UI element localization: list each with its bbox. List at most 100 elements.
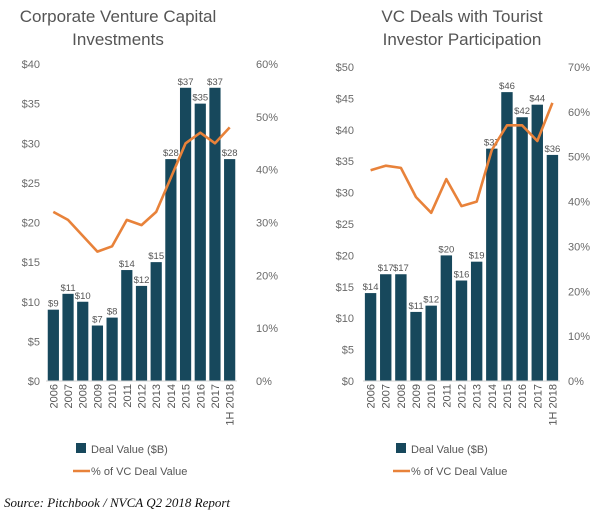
chart-title: Investor Participation xyxy=(383,30,542,49)
x-category-label: 2009 xyxy=(411,384,423,408)
x-category-label: 2013 xyxy=(151,384,163,408)
y-right-tick-label: 10% xyxy=(568,331,590,343)
y-left-tick-label: $30 xyxy=(22,138,40,150)
x-category-label: 2010 xyxy=(107,384,119,408)
y-right-tick-label: 60% xyxy=(568,107,590,119)
y-left-tick-label: $40 xyxy=(336,125,354,137)
x-category-label: 2014 xyxy=(166,384,178,408)
bar-data-label: $20 xyxy=(438,244,454,255)
legend-bar-swatch xyxy=(76,443,86,453)
bar-data-label: $8 xyxy=(107,307,118,318)
bar xyxy=(410,311,422,381)
percent-line-series xyxy=(370,102,554,215)
y-right-tick-label: 40% xyxy=(568,197,590,209)
bar-data-label: $9 xyxy=(48,299,59,310)
bar xyxy=(135,285,148,381)
bar xyxy=(224,159,236,381)
chart-title: VC Deals with Tourist xyxy=(381,7,543,26)
legend-line-label: % of VC Deal Value xyxy=(91,466,187,478)
bar xyxy=(194,103,206,381)
y-right-tick-label: 50% xyxy=(256,112,278,124)
bar-data-label: $14 xyxy=(363,282,379,293)
legend-line-label: % of VC Deal Value xyxy=(411,466,507,478)
bar-data-label: $11 xyxy=(408,301,423,312)
bar xyxy=(179,87,192,382)
chart-1: Corporate Venture Capital Investments $0 $5… xyxy=(20,7,279,478)
x-category-label: 2009 xyxy=(92,384,104,408)
bar-data-label: $17 xyxy=(378,263,394,274)
bar-data-label: $37 xyxy=(178,77,194,88)
bar xyxy=(486,148,498,381)
y-left-tick-label: $0 xyxy=(342,376,354,388)
bar xyxy=(395,274,407,381)
y-left-tick-label: $5 xyxy=(342,345,354,357)
bar xyxy=(425,305,437,381)
chart-figure: Corporate Venture Capital Investments $0 $5… xyxy=(20,7,591,478)
bar xyxy=(470,261,483,381)
bar-data-label: $10 xyxy=(75,291,91,302)
x-category-label: 2011 xyxy=(122,384,134,408)
y-left-tick-label: $40 xyxy=(22,59,40,71)
bar xyxy=(531,104,543,382)
x-category-label: 2007 xyxy=(381,384,393,408)
bar xyxy=(501,92,513,382)
bar-data-label: $12 xyxy=(134,275,150,286)
chart-2: VC Deals with Tourist Investor Participat… xyxy=(336,7,591,478)
y-left-tick-label: $25 xyxy=(22,178,40,190)
y-left-tick-label: $35 xyxy=(336,156,354,168)
legend-bar-swatch xyxy=(396,443,406,453)
chart-title: Investments xyxy=(72,30,164,49)
x-category-label: 1H 2018 xyxy=(547,384,559,426)
bar xyxy=(455,280,468,381)
bar-data-label: $19 xyxy=(469,251,485,262)
x-category-label: 2012 xyxy=(137,384,149,408)
y-left-tick-label: $15 xyxy=(336,282,354,294)
y-left-tick-label: $5 xyxy=(28,336,40,348)
y-right-tick-label: 60% xyxy=(256,59,278,71)
bar-data-label: $11 xyxy=(60,283,75,294)
x-category-label: 2007 xyxy=(63,384,75,408)
bar-data-label: $17 xyxy=(393,263,409,274)
y-left-tick-label: $20 xyxy=(336,250,354,262)
y-right-tick-label: 20% xyxy=(256,270,278,282)
x-category-label: 2006 xyxy=(366,384,378,408)
x-category-label: 2016 xyxy=(517,384,529,408)
bar xyxy=(91,325,104,381)
y-left-tick-label: $50 xyxy=(336,62,354,74)
y-right-tick-label: 30% xyxy=(568,241,590,253)
bar xyxy=(150,262,162,381)
y-left-tick-label: $15 xyxy=(22,257,40,269)
x-category-label: 2011 xyxy=(441,384,453,408)
bar-data-label: $44 xyxy=(529,94,545,105)
y-left-tick-label: $20 xyxy=(22,218,40,230)
bar-data-label: $37 xyxy=(207,77,223,88)
bar xyxy=(121,270,133,381)
x-category-label: 2015 xyxy=(502,384,514,408)
bar xyxy=(440,255,453,381)
y-right-tick-label: 10% xyxy=(256,323,278,335)
bar-data-label: $36 xyxy=(544,144,560,155)
y-left-tick-label: $10 xyxy=(22,297,40,309)
y-right-tick-label: 20% xyxy=(568,286,590,298)
x-category-label: 2008 xyxy=(78,384,90,408)
y-right-tick-label: 30% xyxy=(256,218,278,230)
chart-title: Corporate Venture Capital xyxy=(20,7,217,26)
y-right-tick-label: 50% xyxy=(568,152,590,164)
bar xyxy=(165,159,177,381)
bar-data-label: $28 xyxy=(222,148,238,159)
bar-data-label: $15 xyxy=(148,251,164,262)
legend-bar-label: Deal Value ($B) xyxy=(91,444,168,456)
bar xyxy=(62,293,74,381)
bar-data-label: $12 xyxy=(423,295,439,306)
bar xyxy=(380,274,392,381)
x-category-label: 2006 xyxy=(48,384,60,408)
x-category-label: 2010 xyxy=(426,384,438,408)
x-category-label: 2008 xyxy=(396,384,408,408)
x-category-label: 2016 xyxy=(195,384,207,408)
x-category-label: 2013 xyxy=(472,384,484,408)
legend-bar-label: Deal Value ($B) xyxy=(411,444,488,456)
x-category-label: 2012 xyxy=(457,384,469,408)
y-left-tick-label: $10 xyxy=(336,313,354,325)
x-category-label: 2014 xyxy=(487,384,499,408)
bar xyxy=(516,117,528,382)
